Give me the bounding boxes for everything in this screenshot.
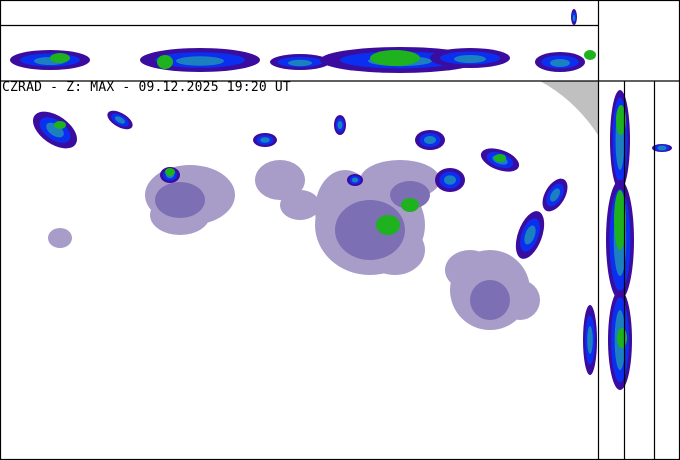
- convective-cell-core: [424, 136, 436, 144]
- convective-cell-core: [587, 326, 593, 354]
- convective-cell-core: [550, 188, 560, 202]
- echo-cell: [288, 59, 312, 67]
- weak-echo-core: [390, 181, 430, 209]
- heavy-echo: [165, 168, 175, 176]
- product-title: CZRAD - Z: MAX - 09.12.2025 19:20 UT: [2, 80, 291, 95]
- weak-echo-area: [500, 280, 540, 320]
- heavy-echo: [616, 105, 626, 135]
- heavy-echo: [584, 50, 596, 60]
- convective-cell-core: [114, 116, 126, 124]
- precipitation-echoes: [33, 110, 597, 375]
- echo-cell: [454, 55, 486, 63]
- echo-cell: [550, 59, 570, 67]
- convective-cell-core: [260, 137, 270, 143]
- heavy-echo: [157, 55, 173, 69]
- echo-cell: [572, 14, 576, 22]
- weak-echo-core: [335, 200, 405, 260]
- convective-cell-core: [524, 225, 536, 245]
- side-view-echoes-right: [606, 90, 672, 390]
- weak-echo-area: [255, 160, 305, 200]
- heavy-echo: [370, 50, 420, 66]
- heavy-echo: [376, 215, 400, 235]
- heavy-echo: [54, 121, 66, 129]
- heavy-echo: [50, 53, 70, 63]
- weak-echo-core: [155, 182, 205, 218]
- convective-cell-core: [337, 121, 343, 129]
- echo-cell: [176, 56, 224, 66]
- weak-echo-core: [470, 280, 510, 320]
- echo-cell: [657, 145, 667, 151]
- heavy-echo: [617, 328, 627, 348]
- heavy-echo: [494, 154, 506, 162]
- heavy-echo: [614, 190, 626, 250]
- weak-echo-area: [445, 250, 495, 290]
- no-coverage-area: [540, 81, 598, 135]
- convective-cell-core: [351, 177, 359, 183]
- side-view-echoes-top: [10, 9, 596, 73]
- convective-cell-core: [444, 175, 456, 185]
- weak-echo-area: [48, 228, 72, 248]
- weak-echo-area: [280, 190, 320, 220]
- heavy-echo: [401, 198, 419, 212]
